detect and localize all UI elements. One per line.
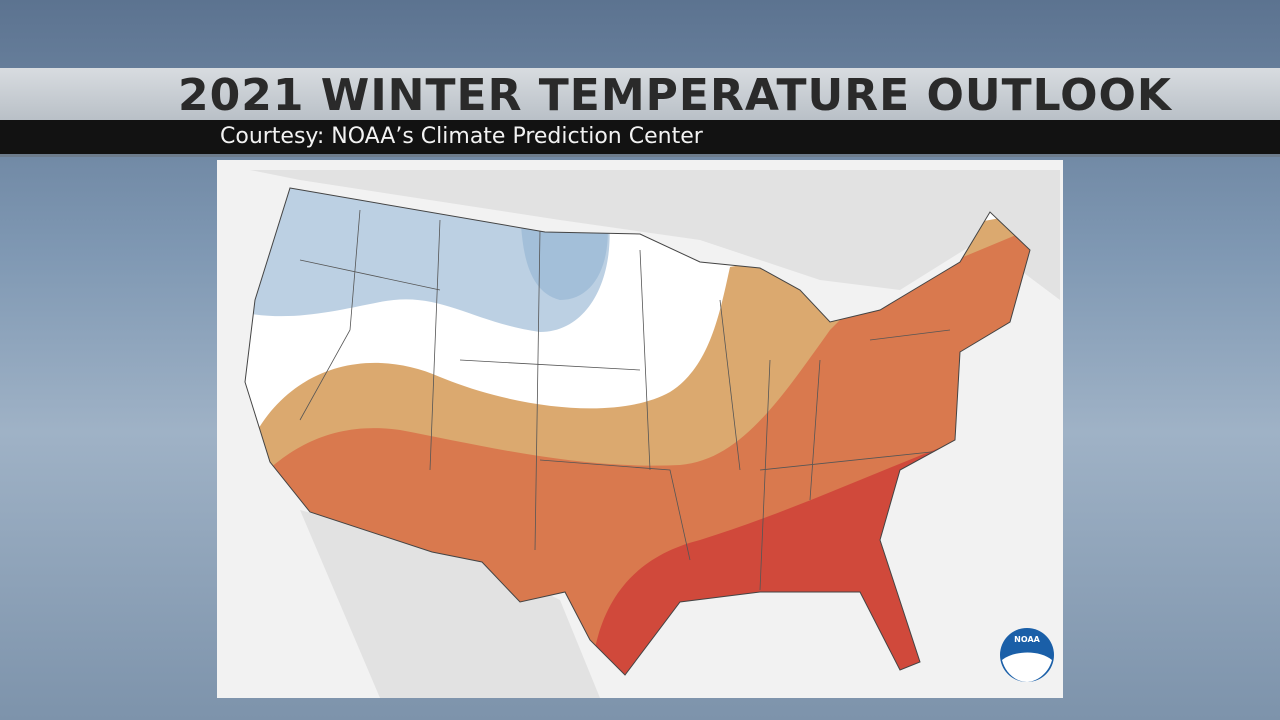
us-outline — [244, 187, 1031, 676]
subtitle: Courtesy: NOAA’s Climate Prediction Cent… — [220, 124, 703, 149]
state-borders — [299, 209, 951, 591]
outlook-map: NOAA — [217, 160, 1063, 698]
subtitle-bar — [0, 120, 1280, 157]
title-bar — [0, 68, 1280, 120]
canada-land — [250, 170, 1060, 300]
noaa-logo: NOAA — [1000, 628, 1054, 682]
logo-text: NOAA — [1014, 635, 1040, 644]
title: 2021 WINTER TEMPERATURE OUTLOOK — [178, 70, 1172, 121]
logo-wave — [1002, 652, 1052, 682]
mexico-land — [300, 510, 600, 698]
